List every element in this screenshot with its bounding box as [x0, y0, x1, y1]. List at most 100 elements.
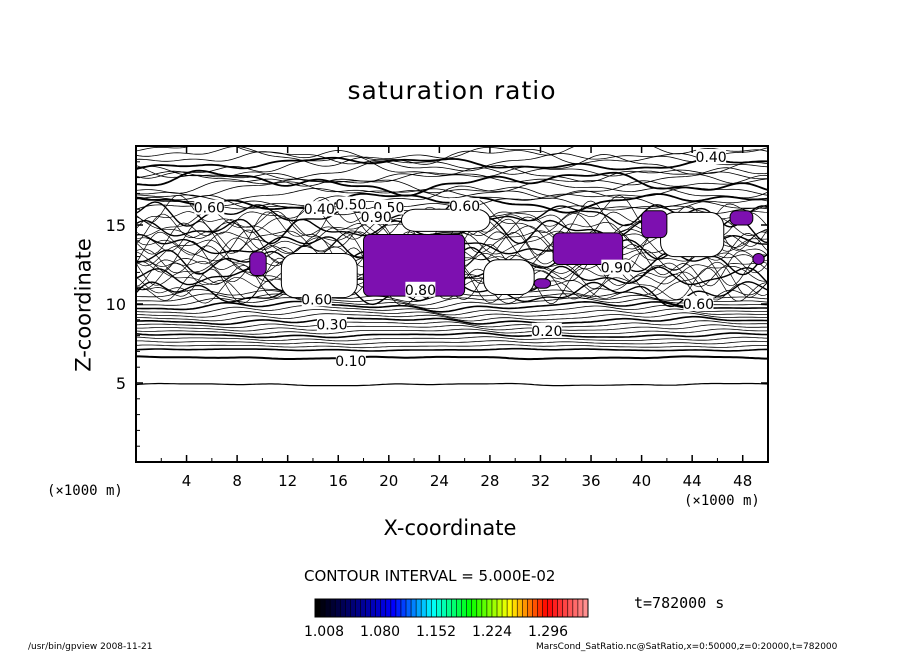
colorbar-band: [567, 599, 574, 617]
contour-label: 0.10: [335, 354, 366, 370]
source-stamp: MarsCond_SatRatio.nc@SatRatio,x=0:50000,…: [536, 642, 838, 652]
contour-label: 0.60: [194, 201, 225, 217]
contour-label-bg: [683, 296, 714, 311]
colorbar-band: [320, 599, 326, 617]
contour-label-bg: [194, 199, 225, 215]
colorbar-band: [517, 599, 523, 617]
colorbar-band: [411, 599, 417, 617]
contour-line: [136, 355, 768, 361]
contour-line: [135, 315, 769, 326]
colorbar-band: [552, 599, 559, 617]
colorbar-band: [375, 599, 382, 617]
contour-line: [135, 187, 769, 202]
contour-label-bg: [335, 352, 366, 368]
contour-label-bg: [361, 209, 392, 225]
colorbar-band: [507, 599, 513, 617]
contour-line: [135, 257, 769, 304]
colorbar-band: [481, 599, 488, 617]
x-tick-label: 8: [232, 472, 242, 490]
supersaturation-region: [752, 252, 765, 266]
contour-line: [135, 156, 769, 171]
contour-line: [135, 382, 769, 387]
contour-line: [135, 308, 768, 319]
contour-labels: 0.100.200.300.60 0.40 0.50 0.50 0.600.900.40…: [194, 149, 727, 370]
colorbar-band: [400, 599, 407, 617]
colorbar-band: [547, 599, 554, 617]
x-tick-label: 28: [480, 472, 499, 490]
colorbar-band: [416, 599, 422, 617]
colorbar-band: [537, 599, 543, 617]
contour-label: 0.20: [531, 324, 562, 340]
supersaturation-region: [641, 210, 668, 239]
contour-label-bg: [601, 259, 632, 275]
colorbar-band: [451, 599, 458, 617]
contour-line: [135, 165, 769, 185]
y-tick-label: 10: [106, 295, 126, 314]
contour-line: [135, 293, 769, 306]
colorbar-band: [562, 599, 569, 617]
y-tick-label: 15: [106, 216, 126, 235]
contour-label: 0.90: [361, 210, 392, 226]
supersaturation-fills: [249, 210, 765, 297]
colorbar-band: [360, 599, 367, 617]
x-tick-label: 4: [182, 472, 192, 490]
contour-line: [135, 151, 769, 169]
x-tick-label: 12: [278, 472, 297, 490]
colorbar-band: [345, 599, 351, 617]
contour-line: [135, 336, 769, 342]
colorbar-band: [582, 599, 589, 617]
contour-label: 0.30: [316, 318, 347, 334]
unsaturated-pocket: [400, 208, 491, 232]
x-tick-label: 36: [581, 472, 600, 490]
colorbar-band: [426, 599, 432, 617]
colorbar-band: [532, 599, 538, 617]
colorbar-band: [466, 599, 473, 617]
colorbar-band: [456, 599, 463, 617]
contour-interval: CONTOUR INTERVAL = 5.000E-02: [304, 567, 556, 585]
contour-line: [136, 324, 769, 332]
x-tick-label: 40: [632, 472, 651, 490]
contour-line: [135, 185, 769, 210]
colorbar-band: [542, 599, 549, 617]
time-label: t=782000 s: [634, 594, 725, 612]
contour-line: [135, 146, 769, 167]
colorbar-label: 1.008: [303, 624, 345, 640]
contour-label: 0.60: [683, 297, 714, 313]
contour-label: 0.80: [405, 283, 436, 299]
colorbar-band: [350, 599, 356, 617]
x-tick-label: 48: [733, 472, 752, 490]
unsaturated-pocket: [483, 259, 535, 296]
contour-label-bg: [531, 322, 562, 338]
supersaturation-region: [729, 210, 754, 226]
contour-line: [135, 320, 768, 329]
x-axis-label: X-coordinate: [383, 516, 517, 540]
contour-label: 0.90: [601, 261, 632, 277]
x-tick-label: 32: [531, 472, 550, 490]
colorbar-frame: [314, 598, 589, 618]
contour-label-bg: [335, 196, 366, 212]
colorbar: [314, 598, 589, 618]
colorbar-band: [406, 599, 412, 617]
colorbar-band: [370, 599, 377, 617]
colorbar-band: [421, 599, 427, 617]
colorbar-band: [436, 599, 442, 617]
colorbar-band: [557, 599, 564, 617]
colorbar-band: [476, 599, 483, 617]
supersaturation-region: [552, 232, 624, 265]
colorbar-band: [441, 599, 447, 617]
colorbar-band: [446, 599, 452, 617]
colorbar-band: [390, 599, 397, 617]
contour-line: [135, 347, 768, 352]
contour-label-bg: [449, 198, 480, 214]
colorbar-band: [325, 599, 331, 617]
colorbar-band: [380, 599, 387, 617]
contour-label-bg: [405, 281, 436, 297]
contour-label-bg: [304, 201, 335, 217]
colorbar-band: [572, 599, 579, 617]
colorbar-band: [395, 599, 402, 617]
contour-line: [135, 160, 769, 183]
contour-label-bg: [316, 316, 347, 332]
colorbar-label: 1.080: [359, 624, 401, 640]
contour-label-bg: [301, 291, 332, 307]
